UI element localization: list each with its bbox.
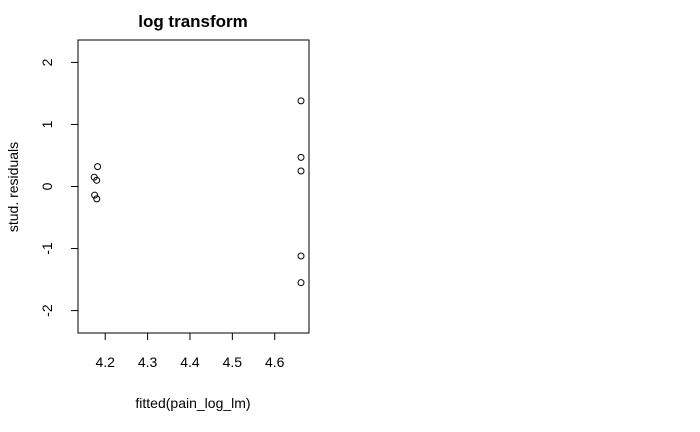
y-tick-label: 2 [39,58,55,66]
y-axis: -2 -1 0 1 2 [39,58,78,317]
data-point [93,176,101,184]
x-tick-label: 4.3 [138,354,158,370]
data-point [94,163,102,171]
x-tick-label: 4.5 [223,354,243,370]
x-axis: 4.2 4.3 4.4 4.5 4.6 [95,333,285,370]
data-point [93,195,101,203]
data-point [91,191,99,199]
plot-frame [77,39,310,334]
data-points [90,97,305,287]
x-tick-label: 4.4 [180,354,200,370]
chart-title: log transform [138,12,248,31]
y-tick-label: 1 [39,120,55,128]
x-tick-label: 4.2 [95,354,115,370]
data-point [297,279,305,287]
x-tick-label: 4.6 [265,354,285,370]
data-point [297,167,305,175]
y-tick-label: 0 [39,182,55,190]
y-tick-label: -2 [39,304,55,317]
y-axis-label: stud. residuals [5,142,21,232]
data-point [297,97,305,105]
data-point [297,153,305,161]
data-point [297,252,305,260]
x-axis-label: fitted(pain_log_lm) [135,395,250,411]
y-tick-label: -1 [39,242,55,255]
